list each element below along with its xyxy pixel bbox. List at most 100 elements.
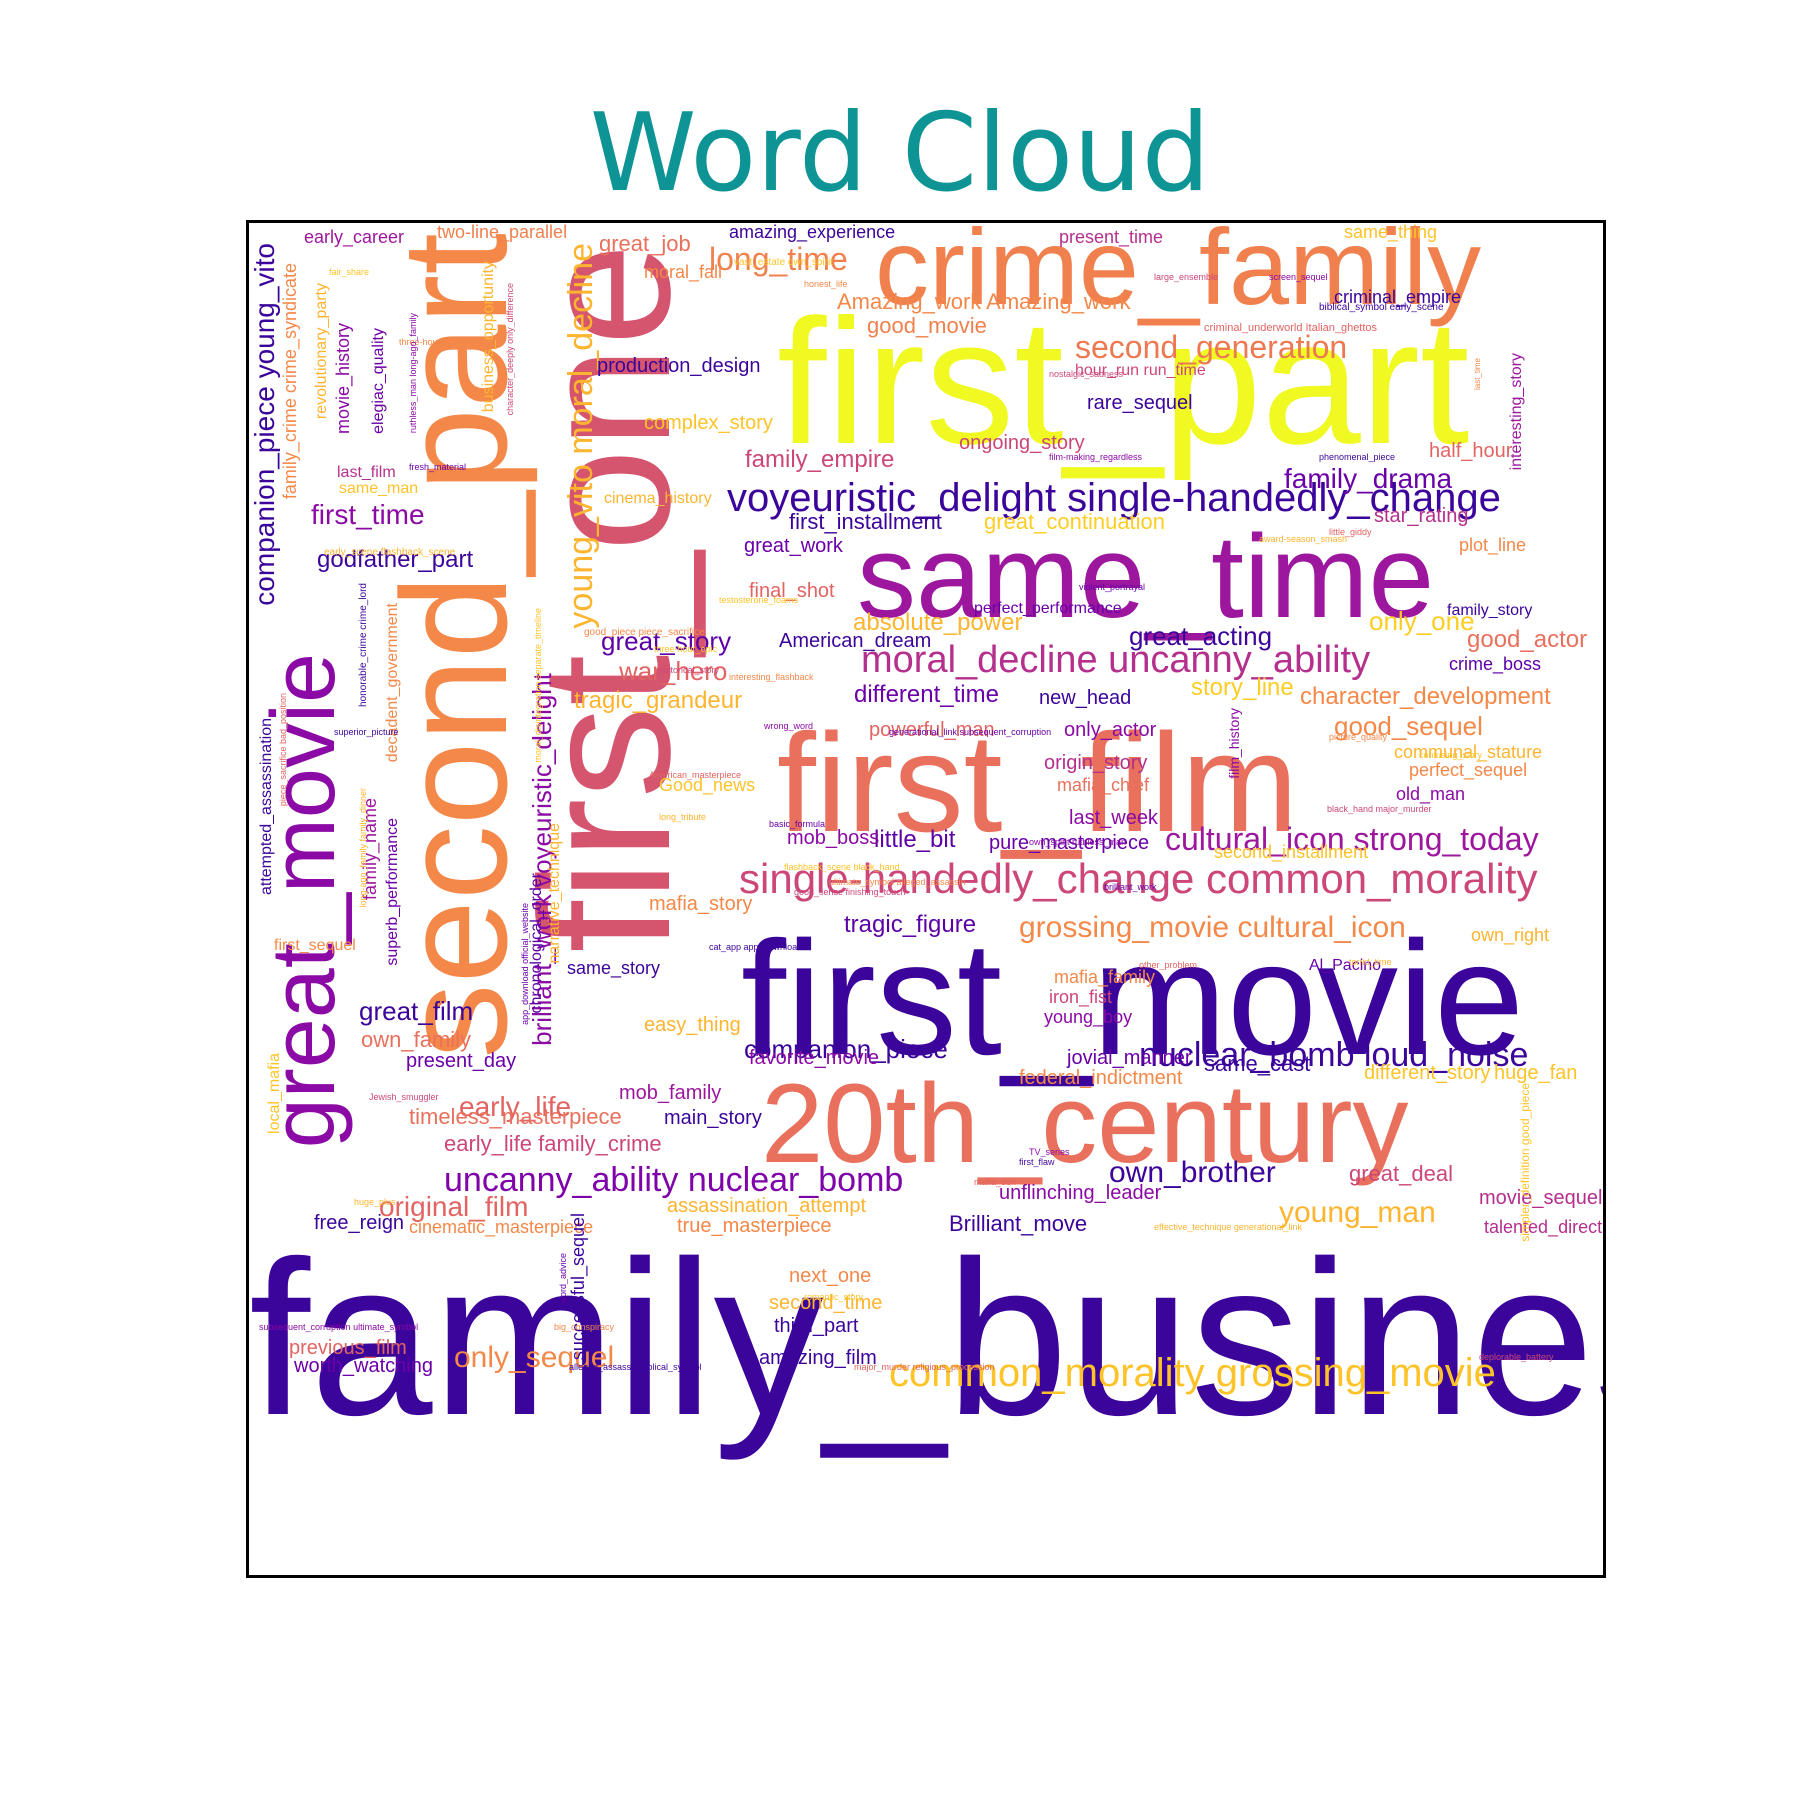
word-cloud-frame: family_business first_movie first_partfirs… — [246, 220, 1606, 1578]
word-criminal-empire: criminal_empire — [1334, 287, 1462, 307]
word-uncanny-ability-nuclear-bomb: uncanny_ability nuclear_bomb — [444, 1161, 904, 1199]
word-cultural-icon-strong-today: cultural_icon strong_today — [1165, 821, 1539, 857]
word-black-hand-major-murder: black_hand major_murder — [1327, 804, 1432, 814]
word-good-piece-piece-sacrifice: good_piece piece_sacrifice — [584, 627, 705, 638]
word-film-history: film_history — [1226, 708, 1242, 779]
word-star-rating: star_rating — [1374, 505, 1469, 527]
word-great-film: great_film — [359, 996, 474, 1026]
word-first-installment: first_installment — [789, 509, 942, 534]
word-moral-decline-uncanny-ability: moral_decline uncanny_ability — [861, 639, 1371, 681]
word-major-murder-religious-procession: major_murder religious_procession — [854, 1362, 995, 1372]
word-single-handedly-change-common-morality: single-handedly_change common_morality — [739, 855, 1538, 902]
word-final-shot: final_shot — [749, 580, 835, 602]
word-early-life-family-crime: early_life family_crime — [444, 1131, 662, 1156]
word-mafia-family: mafia_family — [1054, 967, 1156, 987]
word-little-giddy: little_giddy — [1329, 527, 1372, 537]
word-free-reign: free_reign — [314, 1212, 405, 1234]
word-award-season-smash: award-season_smash — [1259, 534, 1348, 544]
word-three-hour-epic: three-hour_epic — [654, 644, 718, 654]
word-picture-quality: picture_quality — [1329, 732, 1388, 742]
word-nuclear-bomb-loud-noise: nuclear_bomb loud_noise — [1139, 1036, 1529, 1074]
word-mafia-don: mafia_don — [974, 1177, 1017, 1187]
word-tragic-figure: tragic_figure — [844, 911, 977, 938]
word-simpler-definition-good-piece: simpler_definition good_piece — [1518, 1083, 1532, 1242]
word-american-masterpiece: American_masterpiece — [649, 770, 742, 780]
word-amazing-film: amazing_film — [759, 1347, 877, 1369]
word-honorable-crime-crime-lord: honorable_crime crime_lord — [358, 583, 369, 707]
word-second-time: second_time — [769, 1292, 883, 1314]
word-family-crime-crime-syndicate: family_crime crime_syndicate — [280, 263, 300, 500]
word-perfect-sequel: perfect_sequel — [1409, 760, 1528, 780]
word-great-job: great_job — [599, 231, 691, 256]
word-only-actor: only_actor — [1064, 719, 1157, 741]
word-origin-story: origin_story — [1044, 752, 1148, 774]
word-mafia-chief: mafia_chief — [1057, 775, 1150, 795]
word-companion-piece: companion_piece — [744, 1034, 948, 1064]
word-first-movie: first_movie — [741, 908, 1525, 1089]
word-war-hero: war_hero — [619, 656, 728, 686]
word-communal-stature: communal_stature — [1394, 742, 1543, 762]
word-historical-story: historical_story — [659, 665, 720, 675]
word-flashback-scene-black-hand: flashback_scene black_hand — [784, 862, 900, 872]
word-family-empire: family_empire — [745, 446, 895, 473]
word-revolutionary-party: revolutionary_party — [313, 283, 330, 420]
word-superb-performance: superb_performance — [384, 818, 401, 966]
word-good-news: Good_news — [659, 775, 756, 795]
word-mob-boss: mob_boss — [787, 827, 880, 849]
word-favorite-movie: favorite_movie — [749, 1047, 880, 1069]
word-great-continuation: great_continuation — [984, 509, 1166, 534]
word-first-film: first_film — [777, 704, 1299, 861]
word-same-story: same_story — [567, 958, 661, 978]
word-absolute-power: absolute_power — [853, 609, 1023, 636]
word-unflinching-leader: unflinching_leader — [999, 1182, 1162, 1204]
word-movie-history: movie_history — [333, 323, 353, 435]
word-voyeuristic-delight-single-handedly-change: voyeuristic_delight single-handedly_chan… — [727, 476, 1501, 520]
word-narrative-technique: narrative_technique — [546, 823, 563, 964]
word-confusing-story: confusing_story — [1419, 750, 1483, 760]
word-federal-indictment: federal_indictment — [1019, 1067, 1183, 1089]
word-jewish-smuggler: Jewish_smuggler — [369, 1092, 439, 1102]
word-crime-boss: crime_boss — [1449, 654, 1542, 674]
word-violent-portrayal: violent_portrayal — [1079, 582, 1146, 592]
word-brilliant-work: brilliant_work — [1104, 882, 1157, 892]
word-same-man: same_man — [339, 480, 419, 497]
word-jovial-manner: jovial_manner — [1067, 1047, 1192, 1069]
word-timeless-masterpiece: timeless_masterpiece — [409, 1104, 622, 1129]
word-great-acting: great_acting — [1129, 621, 1273, 651]
word-grossing-movie-cultural-icon: grossing_movie cultural_icon — [1019, 911, 1406, 944]
word-second-generation: second_generation — [1075, 329, 1348, 365]
word-young-boy: young_boy — [1044, 1007, 1133, 1027]
word-last-time: last_time — [1473, 358, 1482, 391]
word-mob-family: mob_family — [619, 1082, 722, 1104]
word-elegiac-quality: elegiac_quality — [370, 328, 387, 434]
word-godfather-part: godfather_part — [317, 546, 474, 573]
word-old-man: old_man — [1396, 784, 1466, 804]
word-phenomenal-piece: phenomenal_piece — [1319, 452, 1396, 462]
word-different-story: different_story — [1364, 1062, 1491, 1084]
word-young-man: young_man — [1279, 1196, 1436, 1229]
word-half-hour: half_hour — [1429, 440, 1513, 462]
word-production-design: production_design — [597, 355, 761, 377]
word-moral-disintegration-separate-timeline: moral_disintegration separate_timeline — [533, 608, 543, 763]
word-tragic-grandeur: tragic_grandeur — [574, 687, 743, 714]
word-interesting-story: interesting_story — [1508, 353, 1525, 471]
word-app-download-official-website: app_download official_website — [520, 903, 530, 1025]
word-last-week: last_week — [1069, 807, 1158, 829]
word-original-film: original_film — [379, 1191, 529, 1222]
word-tv-series: TV_series — [1029, 1147, 1070, 1157]
word-iron-fist: iron_fist — [1049, 987, 1113, 1007]
word-present-day: present_day — [406, 1050, 517, 1072]
word-young-vito-moral-decline: young_vito moral_decline — [562, 243, 600, 629]
word-same-time: same_time — [857, 511, 1435, 643]
word-early-life: early_life — [459, 1091, 572, 1122]
word-20th-century: 20th_century — [761, 1061, 1409, 1186]
word-family-story: family_story — [1447, 602, 1533, 619]
word-huge-fan: huge_fan — [1494, 1062, 1578, 1084]
word-assassination-attempt: assassination_attempt — [667, 1195, 867, 1217]
word-own-spirit-ruthless-man: own_spirit ruthless_man — [1029, 837, 1127, 847]
word-generational-link-subsequent-corruption: generational_link subsequent_corruption — [889, 727, 1052, 737]
word-only-one: only_one — [1369, 606, 1475, 636]
word-only-sequel: only_sequel — [454, 1341, 615, 1374]
word-common-morality-grossing-movie: common_morality grossing_movie — [889, 1351, 1496, 1395]
word-good-sequel: good_sequel — [1334, 711, 1483, 741]
